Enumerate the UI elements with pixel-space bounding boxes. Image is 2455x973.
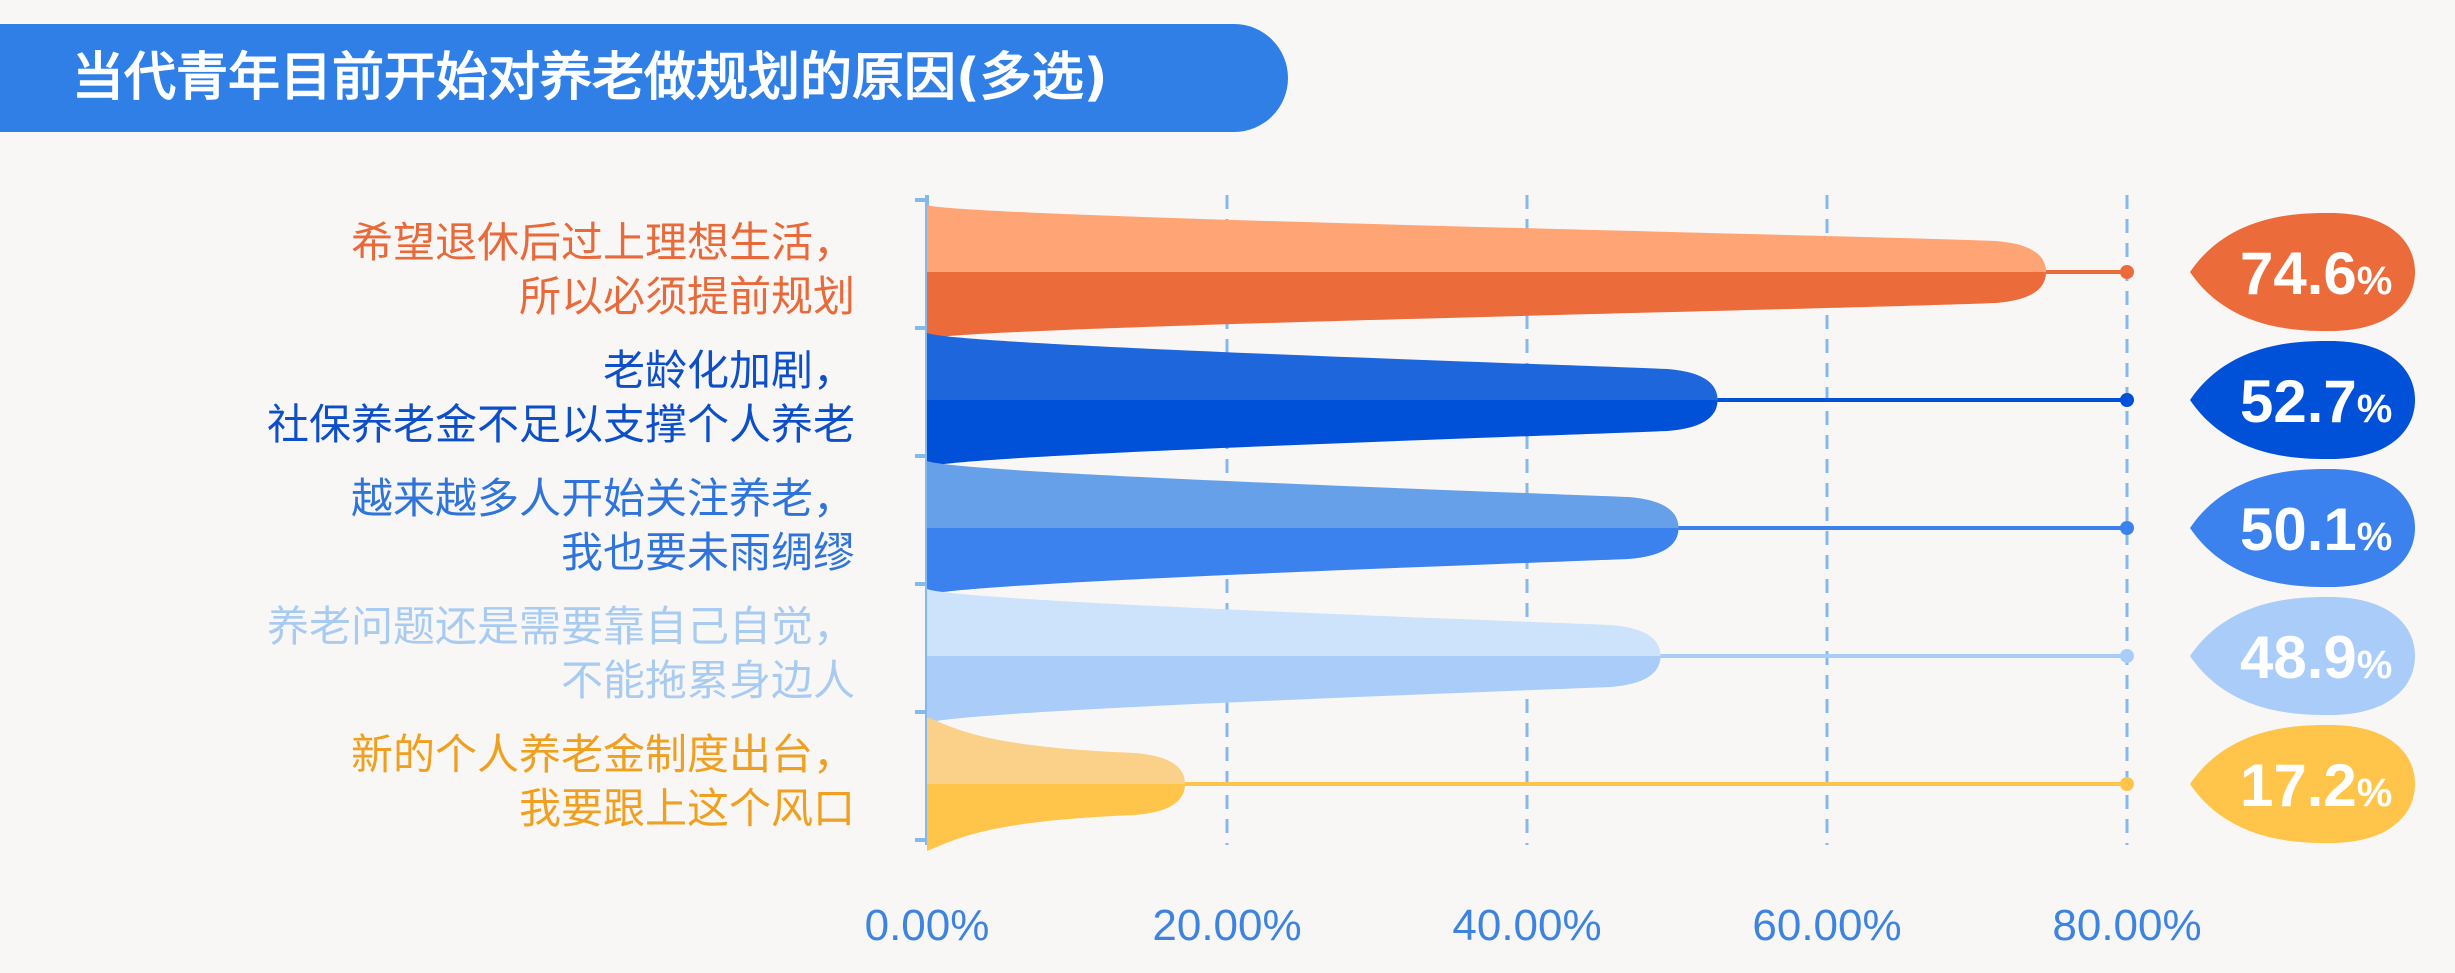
value-badge: [2190, 597, 2415, 715]
bar-bottom-1: [927, 272, 2046, 339]
category-label: 养老问题还是需要靠自己自觉，: [266, 602, 855, 651]
x-tick-label: 20.00%: [1152, 901, 1301, 950]
bar-top-2: [927, 333, 1718, 400]
bar-top-1: [927, 205, 2046, 272]
category-label: 新的个人养老金制度出台，: [350, 730, 855, 779]
leader-dot: [2120, 521, 2134, 535]
value-badge: [2190, 341, 2415, 459]
value-label: 48.9%: [2240, 624, 2392, 691]
category-label: 越来越多人开始关注养老，: [350, 474, 855, 523]
bar-top-4: [927, 589, 1661, 656]
value-badge: [2190, 213, 2415, 331]
category-label: 希望退休后过上理想生活，: [350, 218, 855, 267]
leader-dot: [2120, 265, 2134, 279]
category-label: 老龄化加剧，: [602, 346, 855, 395]
value-label: 74.6%: [2240, 240, 2392, 307]
value-label: 17.2%: [2240, 752, 2392, 819]
chart-title: 当代青年目前开始对养老做规划的原因(多选): [72, 48, 1108, 108]
bar-bottom-5: [927, 784, 1185, 851]
x-tick-label: 80.00%: [2052, 901, 2201, 950]
x-tick-label: 0.00%: [865, 901, 990, 950]
category-label: 我要跟上这个风口: [518, 784, 855, 833]
value-label: 52.7%: [2240, 368, 2392, 435]
value-badge: [2190, 469, 2415, 587]
title-bar: [0, 24, 1288, 132]
value-label: 50.1%: [2240, 496, 2392, 563]
bar-bottom-2: [927, 400, 1718, 467]
leader-dot: [2120, 649, 2134, 663]
category-label: 不能拖累身边人: [560, 656, 855, 705]
value-badge: [2190, 725, 2415, 843]
x-tick-label: 40.00%: [1452, 901, 1601, 950]
leader-dot: [2120, 777, 2134, 791]
category-label: 我也要未雨绸缪: [560, 528, 855, 577]
bar-bottom-4: [927, 656, 1661, 723]
bar-top-5: [927, 717, 1185, 784]
category-label: 所以必须提前规划: [518, 272, 855, 321]
leader-dot: [2120, 393, 2134, 407]
bar-top-3: [927, 461, 1679, 528]
bar-bottom-3: [927, 528, 1679, 595]
category-label: 社保养老金不足以支撑个人养老: [266, 400, 855, 449]
x-tick-label: 60.00%: [1752, 901, 1901, 950]
